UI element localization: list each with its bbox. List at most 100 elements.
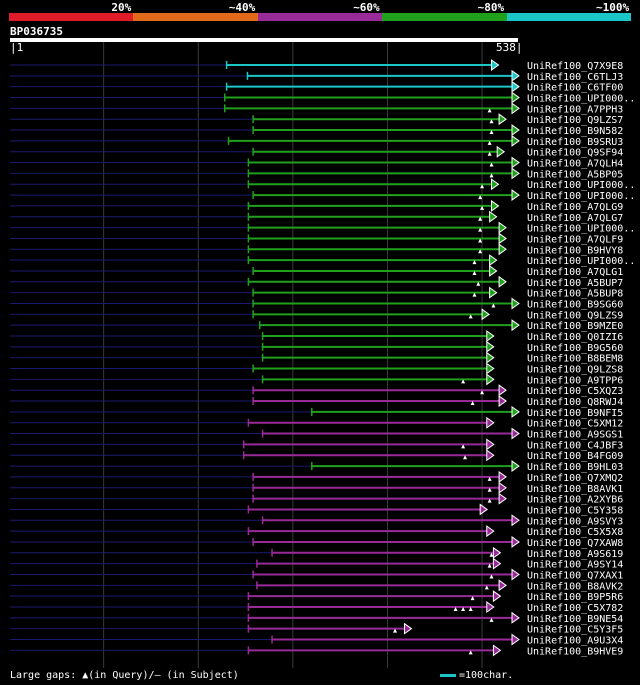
hit-row[interactable]: UniRef100_A7PPH3 bbox=[10, 102, 623, 115]
hit-label[interactable]: UniRef100_B9MZE0 bbox=[527, 321, 623, 332]
hit-label[interactable]: UniRef100_Q9LZS9 bbox=[527, 310, 623, 321]
hit-label[interactable]: UniRef100_A9TPP6 bbox=[527, 375, 623, 386]
hit-label[interactable]: UniRef100_B9P5R6 bbox=[527, 592, 623, 603]
hit-row[interactable]: UniRef100_B9HVE9 bbox=[10, 644, 623, 657]
hit-label[interactable]: UniRef100_A7QLG9 bbox=[527, 202, 623, 213]
hit-row[interactable]: UniRef100_A9S619 bbox=[10, 546, 623, 560]
hit-row[interactable]: UniRef100_Q0IZI6 bbox=[10, 330, 623, 343]
hit-row[interactable]: UniRef100_B9NFI5 bbox=[10, 405, 623, 419]
hit-row[interactable]: UniRef100_B9NE54 bbox=[10, 611, 623, 625]
hit-row[interactable]: UniRef100_C5X5X8 bbox=[10, 525, 623, 538]
hit-row[interactable]: UniRef100_C5Y358 bbox=[10, 503, 623, 516]
hit-row[interactable]: UniRef100_Q9LZS9 bbox=[10, 308, 623, 321]
hit-label[interactable]: UniRef100_Q7XAW8 bbox=[527, 538, 623, 549]
hit-label[interactable]: UniRef100_UPI000.. bbox=[527, 224, 635, 235]
hit-label[interactable]: UniRef100_Q9LZS7 bbox=[527, 115, 623, 126]
hit-label[interactable]: UniRef100_UPI000.. bbox=[527, 191, 635, 202]
hit-row[interactable]: UniRef100_C4JBF3 bbox=[10, 438, 623, 451]
hit-label[interactable]: UniRef100_B9N582 bbox=[527, 126, 623, 137]
hit-row[interactable]: UniRef100_A9U3X4 bbox=[10, 633, 623, 647]
hit-label[interactable]: UniRef100_B9HVY8 bbox=[527, 245, 623, 256]
hit-label[interactable]: UniRef100_B8AVK2 bbox=[527, 581, 623, 592]
hit-label[interactable]: UniRef100_A7QLG1 bbox=[527, 267, 623, 278]
hit-label[interactable]: UniRef100_A5BUP8 bbox=[527, 289, 623, 300]
hit-label[interactable]: UniRef100_C5XQZ3 bbox=[527, 386, 623, 397]
hit-row[interactable]: UniRef100_Q9LZS7 bbox=[10, 113, 623, 126]
hit-row[interactable]: UniRef100_Q9LZS8 bbox=[10, 362, 623, 376]
hit-row[interactable]: UniRef100_A2XYB6 bbox=[10, 492, 623, 506]
hit-label[interactable]: UniRef100_B9NE54 bbox=[527, 614, 623, 625]
hit-label[interactable]: UniRef100_C5Y3F5 bbox=[527, 625, 623, 636]
hit-row[interactable]: UniRef100_B9HL03 bbox=[10, 460, 623, 473]
hit-label[interactable]: UniRef100_A9S619 bbox=[527, 549, 623, 560]
hit-label[interactable]: UniRef100_UPI000.. bbox=[527, 94, 635, 105]
hit-label[interactable]: UniRef100_A7QLG7 bbox=[527, 213, 623, 224]
hit-row[interactable]: UniRef100_B9SRU3 bbox=[10, 134, 623, 148]
hit-row[interactable]: UniRef100_C5Y3F5 bbox=[10, 622, 623, 636]
hit-label[interactable]: UniRef100_UPI000.. bbox=[527, 256, 635, 267]
hit-row[interactable]: UniRef100_C5X782 bbox=[10, 601, 623, 614]
hit-label[interactable]: UniRef100_A5BUP7 bbox=[527, 278, 623, 289]
hit-row[interactable]: UniRef100_A7QLH4 bbox=[10, 156, 623, 170]
hit-row[interactable]: UniRef100_A5BUP7 bbox=[10, 275, 623, 289]
hit-label[interactable]: UniRef100_A7PPH3 bbox=[527, 104, 623, 115]
hit-row[interactable]: UniRef100_A5BUP8 bbox=[10, 286, 623, 300]
hit-label[interactable]: UniRef100_B9G560 bbox=[527, 343, 623, 354]
hit-label[interactable]: UniRef100_Q9LZS8 bbox=[527, 365, 623, 376]
hit-row[interactable]: UniRef100_B9MZE0 bbox=[10, 319, 623, 332]
hit-label[interactable]: UniRef100_A7QLH4 bbox=[527, 159, 623, 170]
hit-label[interactable]: UniRef100_Q8RWJ4 bbox=[527, 397, 623, 408]
hit-row[interactable]: UniRef100_B4FG09 bbox=[10, 449, 623, 462]
hit-label[interactable]: UniRef100_A5BP05 bbox=[527, 169, 623, 180]
hit-row[interactable]: UniRef100_B9P5R6 bbox=[10, 590, 623, 603]
hit-row[interactable]: UniRef100_UPI000.. bbox=[10, 221, 635, 235]
hit-label[interactable]: UniRef100_B9NFI5 bbox=[527, 408, 623, 419]
hit-label[interactable]: UniRef100_C5X782 bbox=[527, 603, 623, 614]
hit-label[interactable]: UniRef100_B8AVK1 bbox=[527, 484, 623, 495]
hit-row[interactable]: UniRef100_Q7X9E8 bbox=[10, 59, 623, 72]
hit-row[interactable]: UniRef100_B9N582 bbox=[10, 124, 623, 137]
hit-label[interactable]: UniRef100_C5X5X8 bbox=[527, 527, 623, 538]
hit-label[interactable]: UniRef100_Q9SF94 bbox=[527, 148, 623, 159]
hit-row[interactable]: UniRef100_UPI000.. bbox=[10, 91, 635, 105]
hit-row[interactable]: UniRef100_A5BP05 bbox=[10, 167, 623, 180]
hit-label[interactable]: UniRef100_B9SRU3 bbox=[527, 137, 623, 148]
hit-label[interactable]: UniRef100_Q7X9E8 bbox=[527, 61, 623, 72]
hit-label[interactable]: UniRef100_Q7XMQ2 bbox=[527, 473, 623, 484]
hit-label[interactable]: UniRef100_C5XM12 bbox=[527, 419, 623, 430]
hit-label[interactable]: UniRef100_C5Y358 bbox=[527, 505, 623, 516]
hit-row[interactable]: UniRef100_B8AVK2 bbox=[10, 579, 623, 592]
hit-label[interactable]: UniRef100_B9HL03 bbox=[527, 462, 623, 473]
hit-row[interactable]: UniRef100_A7QLG1 bbox=[10, 264, 623, 278]
hit-label[interactable]: UniRef100_B4FG09 bbox=[527, 451, 623, 462]
hit-row[interactable]: UniRef100_A7QLF9 bbox=[10, 232, 623, 245]
hit-row[interactable]: UniRef100_Q7XAW8 bbox=[10, 535, 623, 549]
hit-row[interactable]: UniRef100_Q8RWJ4 bbox=[10, 395, 623, 408]
hit-label[interactable]: UniRef100_A9SGS1 bbox=[527, 430, 623, 441]
hit-row[interactable]: UniRef100_B8AVK1 bbox=[10, 481, 623, 495]
hit-label[interactable]: UniRef100_A7QLF9 bbox=[527, 234, 623, 245]
hit-label[interactable]: UniRef100_C6TF00 bbox=[527, 83, 623, 94]
hit-label[interactable]: UniRef100_UPI000.. bbox=[527, 180, 635, 191]
hit-row[interactable]: UniRef100_B9HVY8 bbox=[10, 243, 623, 256]
hit-row[interactable]: UniRef100_A9SY14 bbox=[10, 557, 623, 571]
hit-label[interactable]: UniRef100_Q0IZI6 bbox=[527, 332, 623, 343]
hit-label[interactable]: UniRef100_B9SG60 bbox=[527, 299, 623, 310]
hit-row[interactable]: UniRef100_A9TPP6 bbox=[10, 373, 623, 386]
hit-row[interactable]: UniRef100_A9SVY3 bbox=[10, 514, 623, 527]
hit-row[interactable]: UniRef100_C6TLJ3 bbox=[10, 69, 623, 83]
hit-row[interactable]: UniRef100_A7QLG7 bbox=[10, 210, 623, 224]
hit-row[interactable]: UniRef100_Q7XMQ2 bbox=[10, 470, 623, 484]
hit-label[interactable]: UniRef100_Q7XAX1 bbox=[527, 570, 623, 581]
hit-label[interactable]: UniRef100_B9HVE9 bbox=[527, 646, 623, 657]
hit-row[interactable]: UniRef100_B8BEM8 bbox=[10, 351, 623, 365]
hit-label[interactable]: UniRef100_B8BEM8 bbox=[527, 354, 623, 365]
hit-label[interactable]: UniRef100_C6TLJ3 bbox=[527, 72, 623, 83]
hit-row[interactable]: UniRef100_Q7XAX1 bbox=[10, 568, 623, 581]
hit-row[interactable]: UniRef100_UPI000.. bbox=[10, 178, 635, 191]
hit-row[interactable]: UniRef100_A9SGS1 bbox=[10, 427, 623, 441]
hit-label[interactable]: UniRef100_A9U3X4 bbox=[527, 636, 623, 647]
hit-label[interactable]: UniRef100_A2XYB6 bbox=[527, 495, 623, 506]
hit-label[interactable]: UniRef100_A9SVY3 bbox=[527, 516, 623, 527]
hit-row[interactable]: UniRef100_B9SG60 bbox=[10, 297, 623, 310]
